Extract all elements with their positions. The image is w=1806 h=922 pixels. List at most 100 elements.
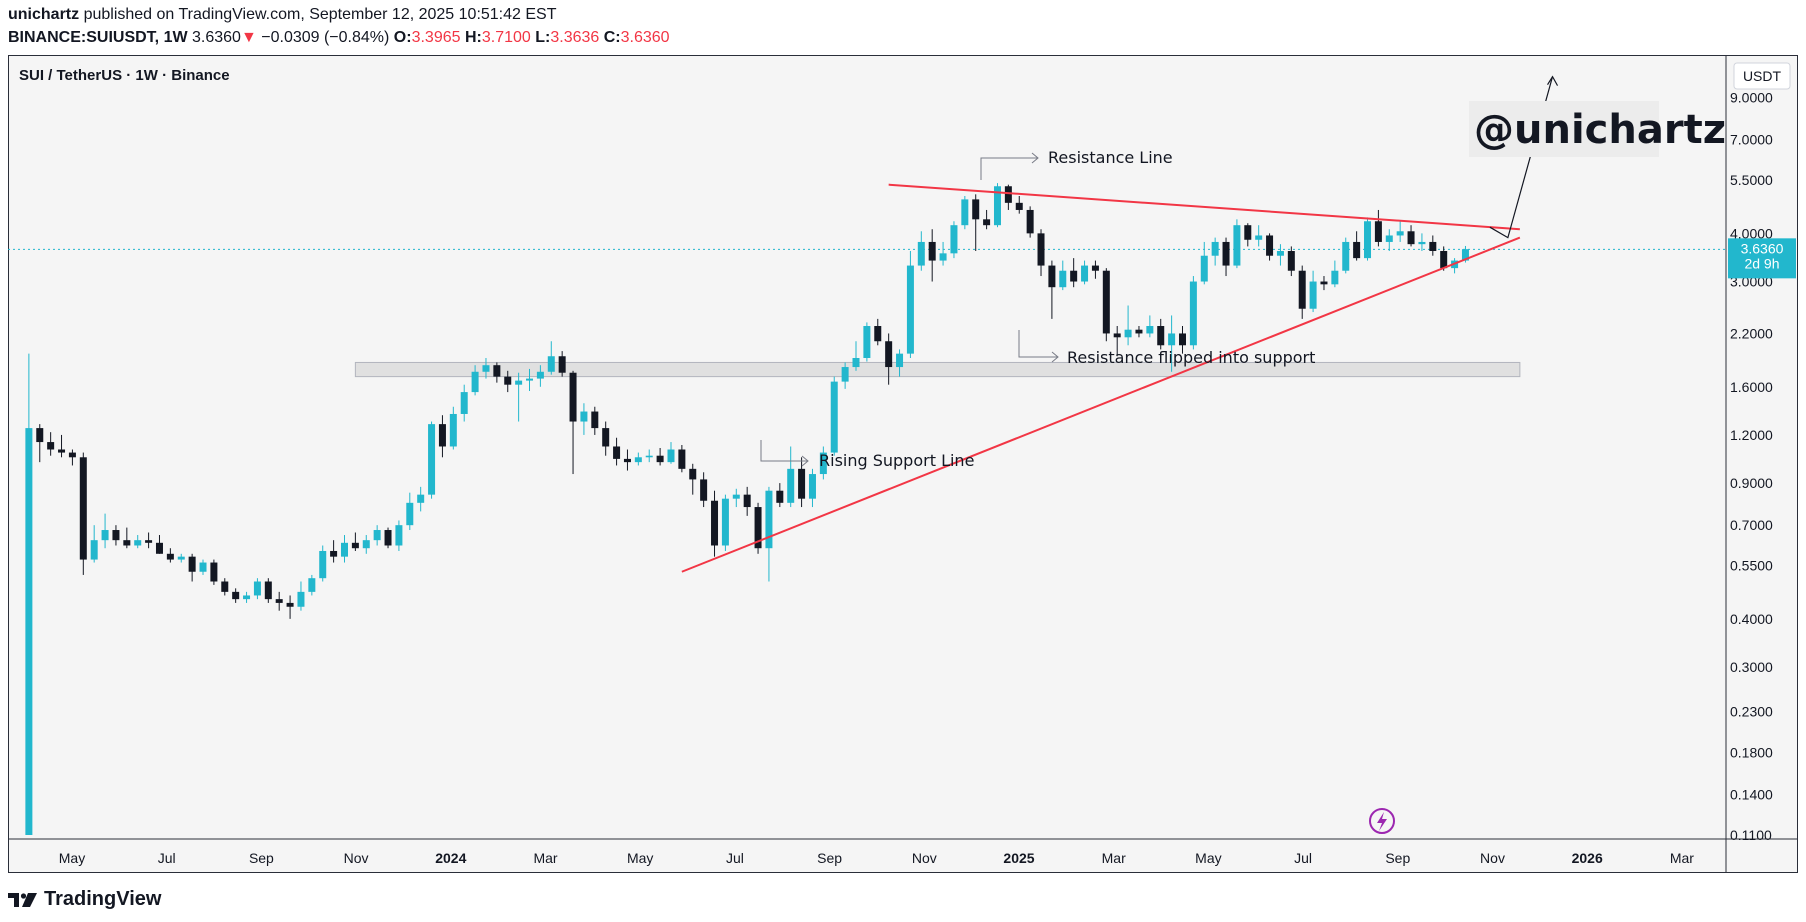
candle-body [112,530,120,541]
candle-body [1374,221,1382,242]
annotation-leader [980,157,1038,180]
candle-body [1287,251,1295,271]
candle-body [1364,221,1372,259]
candle-body [1135,329,1143,334]
candle-body [1222,241,1230,266]
tradingview-footer[interactable]: TradingView [8,888,161,911]
candle-body [819,452,827,475]
candle-body [1461,249,1469,261]
open-label: O: [393,29,412,46]
lightning-icon[interactable] [1369,808,1395,834]
candle-body [221,581,229,592]
y-tick-label: 2.2000 [1730,325,1773,341]
candle-body [558,356,566,373]
candle-body [515,380,523,385]
candle-body [1331,270,1339,285]
publish-info: unichartz published on TradingView.com, … [8,6,556,24]
pair-title: SUI / TetherUS · 1W · Binance [19,67,230,84]
candle-body [983,219,991,226]
candle-body [1189,281,1197,346]
y-tick-label: 1.2000 [1730,427,1773,443]
open-value: 3.3965 [411,29,461,46]
candle-body [602,428,610,447]
chart-frame [8,55,1798,873]
candle-body [101,530,109,541]
annotation-arrow-icon [1031,152,1039,164]
candle-body [1102,270,1110,334]
candle-body [754,507,762,549]
trendline [681,236,1521,573]
candle-body [384,530,392,546]
author-name[interactable]: unichartz [8,6,80,23]
candle-body [319,550,327,579]
x-tick-label: Mar [1670,850,1694,866]
candle-body [1026,209,1034,234]
y-tick-label: 0.4000 [1730,611,1773,627]
candle-body [830,381,838,453]
candle-body [1059,270,1067,288]
candle-body [613,446,621,459]
x-tick-label: Sep [249,850,274,866]
candle-body [264,581,272,600]
candle-body [1385,235,1393,242]
x-tick-label: May [59,850,85,866]
candle-body [787,468,795,503]
x-tick-label: Nov [1480,850,1505,866]
breakout-arrow [1489,76,1554,239]
candle-body [591,411,599,429]
candle-body [47,442,55,450]
x-tick-label: Mar [533,850,557,866]
y-tick-label: 0.3000 [1730,659,1773,675]
candle-body [1168,333,1176,346]
candle-body [863,326,871,358]
candle-body [210,562,218,582]
down-arrow-icon: ▼ [240,29,257,46]
trendline [888,183,1520,231]
y-tick-label: 0.1100 [1730,827,1772,843]
candle-body [776,490,784,503]
candle-body [1396,231,1404,236]
x-tick-label: Jul [158,850,176,866]
candle-body [950,225,958,254]
x-tick-label: Sep [817,850,842,866]
candle-body [232,591,240,600]
x-tick-label: Sep [1385,850,1410,866]
candle-body [1048,265,1056,288]
annotation-leader [760,440,808,462]
currency-button[interactable] [1733,62,1791,90]
y-tick-label: 5.5000 [1730,172,1773,188]
candle-body [885,341,893,368]
candle-body [199,562,207,572]
annotation-arrow-icon [801,455,809,467]
candle-body [155,542,163,554]
candle-body [68,452,76,458]
candle-body [580,411,588,422]
candle-body [765,490,773,549]
x-tick-label: Jul [726,850,744,866]
candle-body [253,581,261,596]
candle-body [482,365,490,372]
candle-body [340,542,348,557]
candle-body [711,500,719,546]
last-price-badge [1728,238,1796,279]
candle-body [645,455,653,458]
y-tick-label: 4.0000 [1730,225,1773,241]
candle-body [504,376,512,385]
y-tick-label: 0.9000 [1730,475,1773,491]
candle-body [1178,333,1186,346]
x-tick-label: Nov [912,850,937,866]
candle-body [623,458,631,463]
x-tick-label: Jul [1294,850,1312,866]
y-tick-label: 1.6000 [1730,379,1773,395]
candle-body [1146,326,1154,334]
candle-body [297,591,305,607]
candle-body [1276,251,1284,256]
candle-body [362,540,370,549]
candle-body [1266,235,1274,256]
price-chart[interactable]: Resistance Line Resistance flipped into s… [8,55,1798,873]
candle-body [1200,255,1208,282]
candle-body [874,326,882,342]
candle-body [1124,329,1132,338]
y-tick-label: 0.5500 [1730,558,1773,574]
candle-body [1418,241,1426,245]
